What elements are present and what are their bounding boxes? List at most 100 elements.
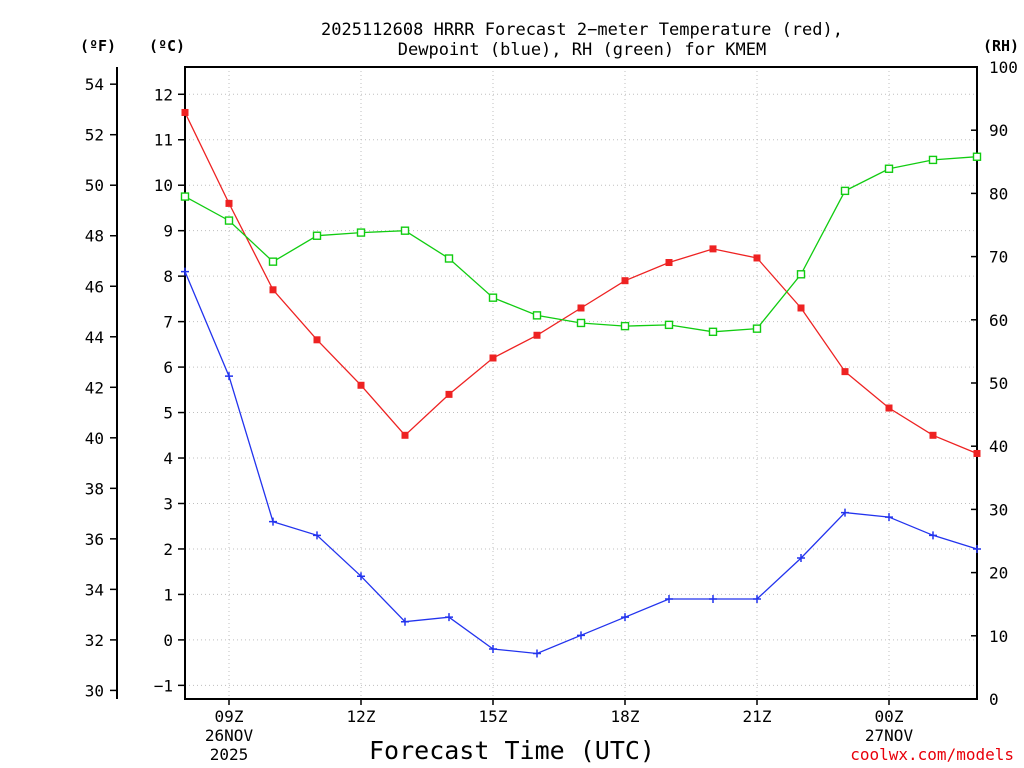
x-axis-label: Forecast Time (UTC) — [369, 736, 655, 765]
rh-point — [180, 192, 190, 201]
rh-point — [840, 186, 850, 196]
time-tick-label: 26NOV — [205, 726, 254, 745]
celsius-tick-label: 9 — [163, 222, 173, 241]
dewpoint-series — [181, 267, 981, 658]
dewpoint-point — [621, 613, 629, 622]
fahrenheit-tick-label: 40 — [85, 429, 104, 448]
celsius-tick-label: 8 — [163, 267, 173, 286]
time-tick-label: 15Z — [479, 707, 508, 726]
rh-tick-label: 40 — [989, 437, 1008, 456]
celsius-tick-label: 6 — [163, 358, 173, 377]
temperature-point — [621, 277, 629, 285]
dewpoint-point — [533, 649, 541, 658]
celsius-tick-label: 2 — [163, 540, 173, 559]
rh-point — [708, 327, 718, 337]
temperature-point — [797, 304, 805, 312]
rh-axis: 0 10 20 30 40 50 60 70 80 90 100 — [971, 58, 1018, 709]
dewpoint-point — [929, 531, 937, 540]
temperature-point — [709, 245, 717, 253]
rh-tick-label: 100 — [989, 58, 1018, 77]
dewpoint-line — [184, 271, 978, 655]
rh-point — [972, 152, 982, 161]
credit-label: coolwx.com/models — [850, 745, 1014, 764]
rh-point — [224, 216, 234, 225]
rh-point — [532, 311, 542, 320]
temperature-point — [533, 331, 541, 339]
rh-point — [884, 164, 894, 173]
temperature-point — [973, 449, 981, 457]
rh-series — [180, 152, 982, 337]
dewpoint-point — [753, 594, 761, 603]
time-tick-label: 21Z — [743, 707, 772, 726]
dewpoint-point — [401, 617, 409, 626]
temperature-point — [181, 108, 189, 116]
temperature-point — [225, 199, 233, 207]
temperature-point — [577, 304, 585, 312]
celsius-tick-label: 4 — [163, 449, 173, 468]
temperature-point — [929, 431, 937, 439]
rh-point — [664, 320, 674, 330]
celsius-tick-label: 12 — [154, 85, 173, 104]
rh-point — [268, 257, 278, 266]
rh-point — [488, 293, 498, 302]
temperature-point — [841, 368, 849, 376]
time-tick-label: 18Z — [611, 707, 640, 726]
fahrenheit-tick-label: 54 — [85, 75, 104, 94]
rh-tick-label: 30 — [989, 500, 1008, 519]
dewpoint-point — [665, 594, 673, 603]
fahrenheit-unit-label: (ºF) — [80, 37, 116, 55]
celsius-tick-label: 7 — [163, 313, 173, 332]
chart-title-line-2: Dewpoint (blue), RH (green) for KMEM — [398, 40, 766, 60]
rh-tick-label: 0 — [989, 690, 999, 709]
time-tick-label: 2025 — [210, 745, 249, 764]
fahrenheit-axis: 30 32 34 36 38 40 42 44 46 48 50 52 54 — [85, 75, 117, 700]
temperature-series — [181, 108, 981, 457]
temperature-point — [885, 404, 893, 412]
fahrenheit-tick-label: 30 — [85, 681, 104, 700]
fahrenheit-tick-label: 46 — [85, 277, 104, 296]
dewpoint-point — [313, 531, 321, 540]
rh-point — [312, 231, 322, 240]
rh-point — [356, 228, 366, 237]
celsius-tick-label: 0 — [163, 631, 173, 650]
series-layer — [180, 108, 982, 658]
temperature-point — [357, 381, 365, 389]
fahrenheit-tick-label: 52 — [85, 126, 104, 145]
fahrenheit-tick-label: 48 — [85, 227, 104, 246]
dewpoint-point — [269, 517, 277, 526]
celsius-unit-label: (ºC) — [149, 37, 185, 55]
temperature-point — [401, 431, 409, 439]
rh-point — [400, 226, 410, 235]
dewpoint-point — [841, 508, 849, 517]
fahrenheit-tick-label: 32 — [85, 631, 104, 650]
rh-point — [444, 254, 454, 263]
fahrenheit-tick-label: 34 — [85, 580, 104, 599]
rh-tick-label: 60 — [989, 311, 1008, 330]
dewpoint-point — [181, 267, 189, 276]
celsius-tick-label: 5 — [163, 404, 173, 423]
time-tick-label: 09Z — [215, 707, 244, 726]
rh-tick-label: 80 — [989, 184, 1008, 203]
fahrenheit-tick-label: 38 — [85, 479, 104, 498]
temperature-point — [445, 390, 453, 398]
rh-tick-label: 20 — [989, 564, 1008, 583]
time-tick-label: 27NOV — [865, 726, 914, 745]
grid-layer — [185, 67, 977, 699]
temperature-point — [753, 254, 761, 262]
fahrenheit-tick-label: 44 — [85, 328, 104, 347]
dewpoint-point — [577, 631, 585, 640]
rh-point — [576, 318, 586, 328]
rh-tick-label: 70 — [989, 248, 1008, 267]
temperature-point — [489, 354, 497, 362]
dewpoint-point — [973, 544, 981, 553]
celsius-tick-label: −1 — [154, 676, 173, 695]
dewpoint-point — [709, 594, 717, 603]
chart-title-line-1: 2025112608 HRRR Forecast 2−meter Tempera… — [321, 20, 843, 40]
celsius-tick-label: 1 — [163, 585, 173, 604]
rh-tick-label: 90 — [989, 121, 1008, 140]
dewpoint-point — [489, 644, 497, 653]
